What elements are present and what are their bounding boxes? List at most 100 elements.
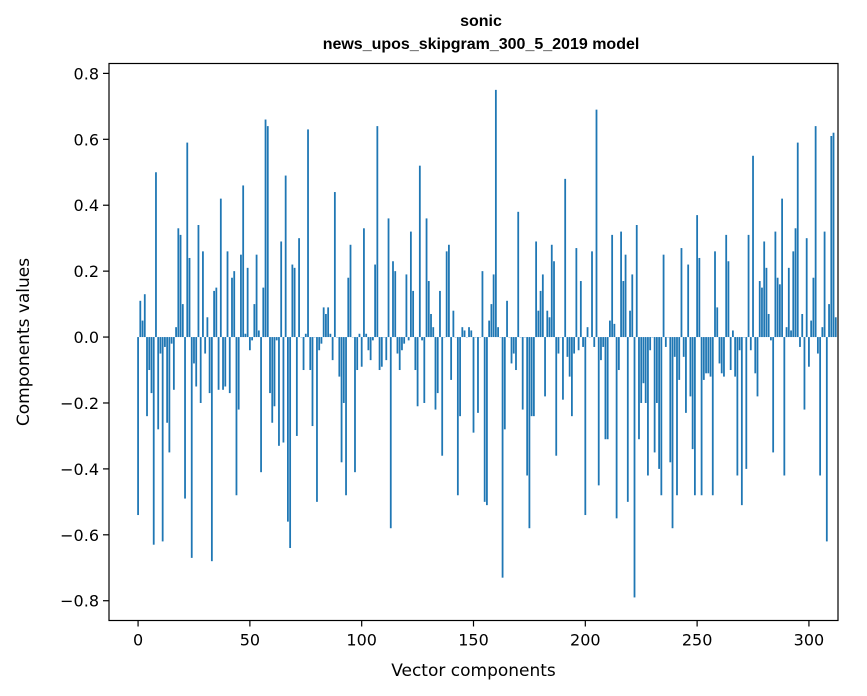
bar-291 (787, 267, 790, 338)
bar-227 (644, 337, 647, 403)
bar-23 (188, 257, 191, 338)
bar-238 (669, 337, 672, 463)
y-tick-label: 0.6 (74, 130, 99, 149)
bar-136 (441, 337, 444, 456)
bar-100 (360, 337, 363, 367)
bar-245 (685, 337, 687, 413)
bar-108 (378, 337, 381, 371)
bar-305 (819, 337, 822, 476)
bar-226 (642, 337, 645, 384)
bar-154 (481, 271, 484, 338)
bar-56 (262, 287, 265, 338)
bar-92 (342, 337, 345, 403)
bar-1 (139, 300, 142, 338)
x-tick-label: 100 (346, 631, 377, 650)
bar-15 (170, 337, 173, 344)
bar-64 (280, 241, 283, 338)
bar-292 (790, 330, 792, 338)
bar-0 (137, 337, 139, 516)
bar-265 (729, 337, 732, 371)
bar-182 (544, 337, 546, 397)
bar-61 (273, 337, 276, 407)
bar-240 (673, 337, 676, 357)
bar-80 (316, 337, 318, 502)
bar-233 (658, 337, 660, 469)
bar-220 (629, 310, 631, 338)
bar-213 (613, 323, 616, 338)
bar-241 (676, 337, 678, 496)
bar-106 (374, 264, 376, 338)
bar-208 (602, 337, 605, 347)
x-tick-label: 300 (794, 631, 825, 650)
bar-99 (358, 333, 361, 338)
bar-76 (307, 129, 309, 338)
bar-43 (233, 271, 236, 338)
bar-45 (237, 337, 240, 410)
bar-145 (461, 327, 464, 338)
bar-280 (763, 241, 766, 338)
bar-259 (716, 307, 719, 338)
bar-197 (577, 337, 580, 351)
bar-54 (257, 330, 260, 338)
bar-191 (564, 178, 567, 338)
bar-156 (486, 337, 488, 506)
bar-53 (255, 254, 258, 338)
bar-148 (468, 327, 470, 338)
bar-118 (401, 337, 403, 351)
bar-263 (725, 234, 728, 338)
y-tick-label: 0.2 (74, 262, 99, 281)
bar-300 (808, 337, 810, 367)
bar-113 (389, 337, 392, 529)
bar-72 (298, 238, 300, 338)
bar-210 (606, 337, 609, 440)
bar-194 (571, 337, 573, 417)
bar-255 (707, 337, 710, 374)
bar-207 (600, 337, 602, 361)
bar-11 (161, 337, 164, 542)
bar-183 (546, 310, 549, 338)
bar-175 (528, 337, 531, 529)
bar-179 (537, 310, 540, 338)
bar-236 (664, 337, 667, 347)
bar-74 (302, 337, 305, 371)
bar-211 (609, 320, 611, 338)
bar-138 (445, 251, 448, 338)
bar-119 (403, 337, 406, 344)
bar-235 (662, 254, 665, 338)
bar-19 (179, 234, 182, 338)
bar-286 (776, 277, 779, 338)
bar-168 (512, 337, 515, 354)
bar-281 (765, 267, 768, 338)
bar-49 (246, 267, 249, 338)
bar-199 (582, 337, 584, 347)
bar-250 (696, 215, 699, 338)
bar-224 (638, 337, 640, 440)
bar-135 (439, 290, 441, 338)
bar-105 (371, 337, 374, 341)
bar-216 (620, 231, 622, 338)
bar-13 (166, 337, 169, 423)
bar-157 (488, 320, 491, 338)
bar-218 (624, 254, 627, 338)
bar-24 (190, 337, 193, 558)
bar-44 (235, 337, 238, 496)
bar-41 (228, 337, 231, 394)
bar-312 (834, 317, 837, 338)
bar-222 (633, 337, 636, 598)
bar-38 (222, 337, 224, 390)
bar-140 (450, 337, 453, 380)
bar-98 (356, 337, 359, 371)
bar-311 (832, 132, 835, 338)
bar-177 (532, 337, 535, 417)
bar-206 (597, 337, 600, 486)
bars (137, 89, 837, 598)
bar-123 (412, 290, 415, 338)
bar-279 (761, 287, 763, 338)
bar-283 (770, 337, 772, 341)
bar-109 (380, 337, 383, 367)
bar-32 (208, 337, 211, 394)
bar-161 (497, 327, 499, 338)
bar-158 (490, 304, 493, 338)
bar-221 (631, 274, 634, 338)
y-axis-label: Components values (14, 258, 34, 426)
